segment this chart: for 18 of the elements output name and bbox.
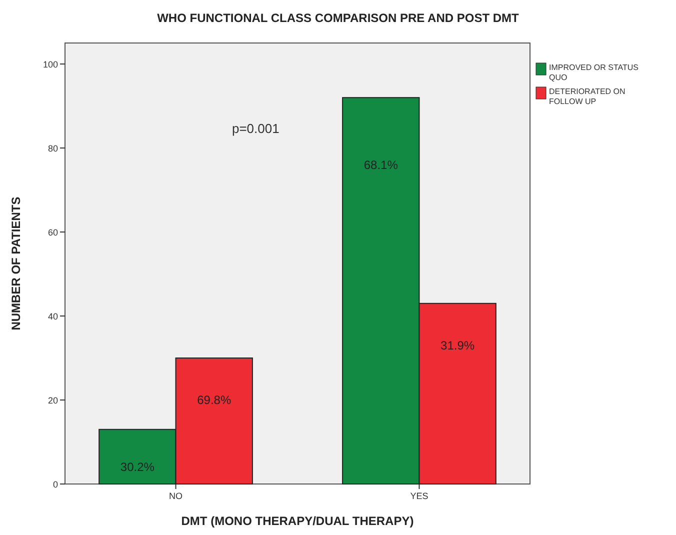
y-tick-label: 100 <box>42 60 58 70</box>
y-axis-title: NUMBER OF PATIENTS <box>9 196 23 330</box>
annotation: 30.2% <box>120 460 155 474</box>
x-tick-label: NO <box>169 491 183 501</box>
x-axis-title: DMT (MONO THERAPY/DUAL THERAPY) <box>181 514 414 528</box>
annotation: 69.8% <box>197 393 232 407</box>
legend-label: DETERIORATED ON FOLLOW UP <box>549 87 626 106</box>
annotation: 31.9% <box>440 338 475 352</box>
annotation: 68.1% <box>364 158 398 172</box>
chart-title: WHO FUNCTIONAL CLASS COMPARISON PRE AND POST DMT <box>157 11 520 25</box>
y-tick-label: 60 <box>48 228 58 238</box>
legend-label: IMPROVED OR STATUS QUO <box>549 63 638 82</box>
y-tick-label: 0 <box>52 480 58 490</box>
y-tick-label: 20 <box>48 396 58 406</box>
y-tick-label: 40 <box>48 312 58 322</box>
annotation: p=0.001 <box>232 121 280 136</box>
x-tick-label: YES <box>410 491 428 501</box>
y-tick-label: 80 <box>48 144 58 154</box>
